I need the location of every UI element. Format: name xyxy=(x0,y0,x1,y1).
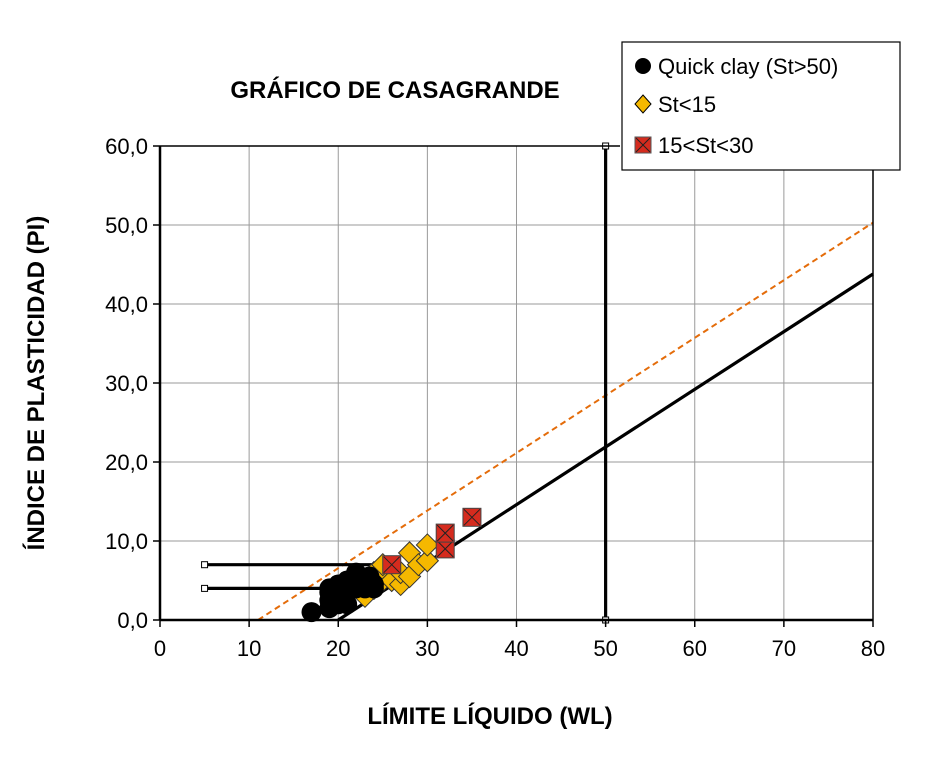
legend-marker-quick-clay xyxy=(635,58,651,74)
st15-30-point xyxy=(435,539,455,559)
y-tick-label: 10,0 xyxy=(105,529,148,554)
legend-marker-st15-30 xyxy=(634,136,652,154)
y-tick-labels: 0,0 10,0 20,0 30,0 40,0 50,0 60,0 xyxy=(105,134,160,633)
st15-30-point xyxy=(462,507,482,527)
legend-box xyxy=(621,41,901,171)
x-tick-label: 80 xyxy=(861,636,885,661)
x-tick-labels: 0 10 20 30 40 50 60 70 80 xyxy=(154,620,885,661)
quick-clay-point xyxy=(301,602,322,623)
x-tick-label: 20 xyxy=(326,636,350,661)
legend-label-st15: St<15 xyxy=(658,92,716,117)
legend: Quick clay (St>50) St<15 15<St<30 xyxy=(621,41,901,171)
horizontal-gridlines xyxy=(160,224,873,542)
y-axis-title: ÍNDICE DE PLASTICIDAD (PI) xyxy=(22,216,50,551)
y-tick-label: 20,0 xyxy=(105,450,148,475)
legend-label-st15-30: 15<St<30 xyxy=(658,133,753,158)
st15-30-point xyxy=(435,523,455,543)
x-tick-label: 50 xyxy=(593,636,617,661)
chart-title: GRÁFICO DE CASAGRANDE xyxy=(230,76,559,104)
st15-point xyxy=(415,549,440,573)
st15-point xyxy=(415,533,440,557)
line-end-marker xyxy=(201,584,209,592)
data-markers xyxy=(301,507,482,623)
y-tick-label: 60,0 xyxy=(105,134,148,159)
x-tick-label: 0 xyxy=(154,636,166,661)
legend-marker-st15 xyxy=(634,94,652,114)
x-tick-label: 60 xyxy=(683,636,707,661)
x-tick-label: 40 xyxy=(504,636,528,661)
x-tick-label: 10 xyxy=(237,636,261,661)
st15-30-point xyxy=(382,555,402,575)
y-tick-label: 0,0 xyxy=(117,608,148,633)
y-tick-label: 40,0 xyxy=(105,292,148,317)
line-end-marker xyxy=(201,561,209,569)
y-tick-label: 30,0 xyxy=(105,371,148,396)
x-tick-label: 70 xyxy=(772,636,796,661)
x-axis-title: LÍMITE LÍQUIDO (WL) xyxy=(367,702,612,730)
legend-label-quick-clay: Quick clay (St>50) xyxy=(658,54,838,79)
y-tick-label: 50,0 xyxy=(105,213,148,238)
u-line-line xyxy=(257,221,874,621)
quick-clay-point xyxy=(350,570,371,591)
x-tick-label: 30 xyxy=(415,636,439,661)
